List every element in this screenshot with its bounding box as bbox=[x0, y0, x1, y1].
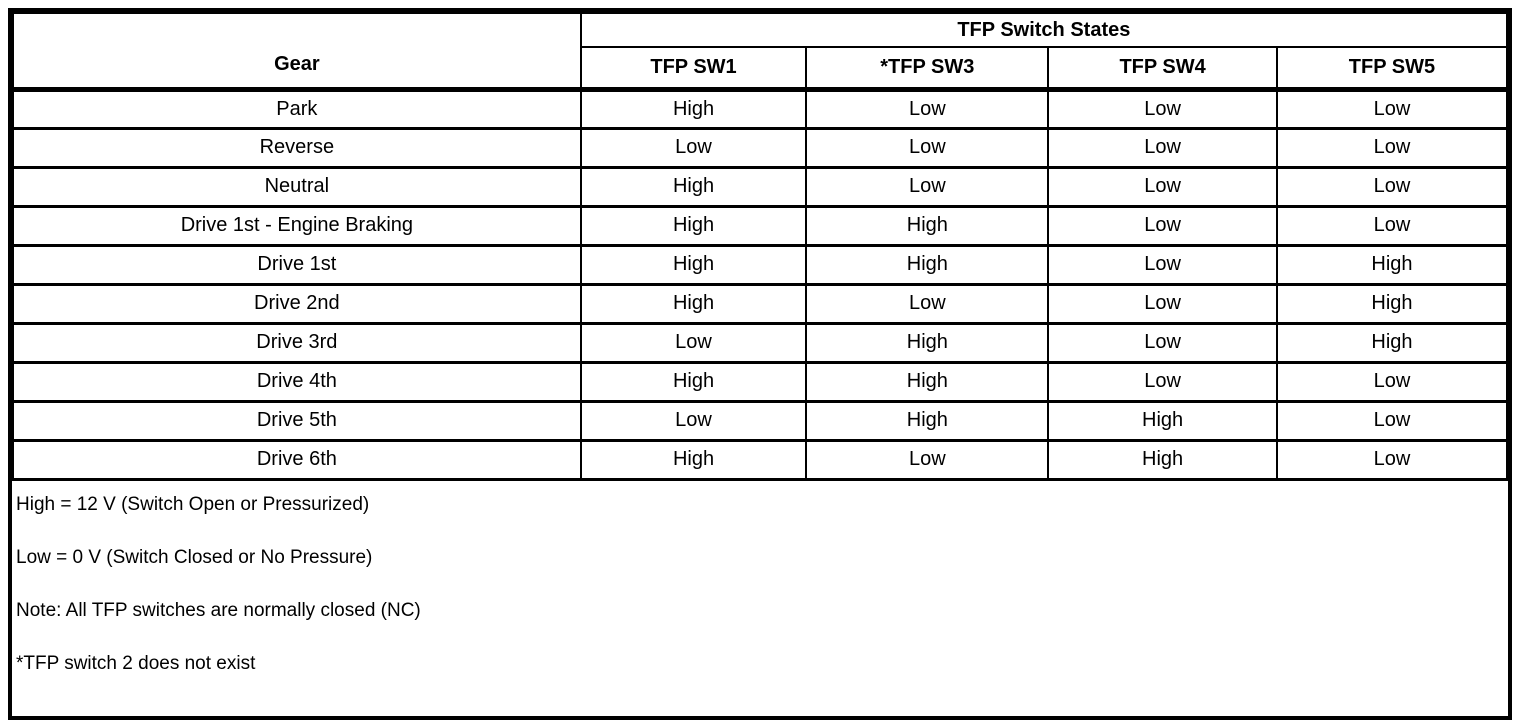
gear-cell: Park bbox=[12, 87, 582, 130]
sw3-state-cell: High bbox=[805, 399, 1050, 442]
gear-column-header: Gear bbox=[12, 12, 582, 92]
sw5-state-cell: Low bbox=[1275, 204, 1509, 247]
footnotes: High = 12 V (Switch Open or Pressurized)… bbox=[12, 481, 1508, 675]
table-row: Reverse Low Low Low Low bbox=[12, 126, 1509, 169]
sw3-state-cell: High bbox=[805, 204, 1050, 247]
table-row: Drive 1st - Engine Braking High High Low… bbox=[12, 204, 1509, 247]
sw1-state-cell: Low bbox=[579, 126, 808, 169]
sw3-state-cell: High bbox=[805, 360, 1050, 403]
sw5-state-cell: Low bbox=[1275, 360, 1509, 403]
sw5-state-cell: Low bbox=[1275, 438, 1509, 481]
table-row: Drive 1st High High Low High bbox=[12, 243, 1509, 286]
sw5-state-cell: High bbox=[1275, 243, 1509, 286]
table-row: Drive 3rd Low High Low High bbox=[12, 321, 1509, 364]
sw4-state-cell: Low bbox=[1047, 204, 1278, 247]
gear-cell: Drive 3rd bbox=[12, 321, 582, 364]
note-switch2-missing: *TFP switch 2 does not exist bbox=[16, 652, 256, 674]
sw3-state-cell: Low bbox=[805, 126, 1050, 169]
sw4-state-cell: Low bbox=[1047, 126, 1278, 169]
sw1-state-cell: High bbox=[579, 360, 808, 403]
table-row: Drive 6th High Low High Low bbox=[12, 438, 1509, 481]
sw4-state-cell: Low bbox=[1047, 87, 1278, 130]
gear-cell: Drive 1st bbox=[12, 243, 582, 286]
group-header-row: Gear TFP Switch States bbox=[12, 12, 1509, 92]
gear-cell: Drive 5th bbox=[12, 399, 582, 442]
gear-cell: Reverse bbox=[12, 126, 582, 169]
sw5-state-cell: Low bbox=[1275, 165, 1509, 208]
note-high-definition: High = 12 V (Switch Open or Pressurized) bbox=[16, 493, 370, 515]
sw4-state-cell: Low bbox=[1047, 165, 1278, 208]
sw3-state-cell: High bbox=[805, 321, 1050, 364]
sw4-state-cell: Low bbox=[1047, 282, 1278, 325]
sw3-state-cell: Low bbox=[805, 87, 1050, 130]
column-header-sw5: TFP SW5 bbox=[1275, 46, 1509, 92]
column-header-row: TFP SW1 *TFP SW3 TFP SW4 TFP SW5 bbox=[13, 46, 1509, 92]
gear-cell: Neutral bbox=[12, 165, 582, 208]
column-header-sw1: TFP SW1 bbox=[579, 46, 808, 92]
sw3-state-cell: Low bbox=[805, 165, 1050, 208]
sw4-state-cell: High bbox=[1047, 438, 1278, 481]
sw1-state-cell: Low bbox=[579, 321, 808, 364]
sw4-state-cell: Low bbox=[1047, 321, 1278, 364]
sw4-state-cell: High bbox=[1047, 399, 1278, 442]
table-row: Park High Low Low Low bbox=[12, 87, 1509, 130]
sw1-state-cell: High bbox=[579, 438, 808, 481]
note-normally-closed: Note: All TFP switches are normally clos… bbox=[16, 599, 421, 621]
sw5-state-cell: Low bbox=[1275, 126, 1509, 169]
gear-cell: Drive 4th bbox=[12, 360, 582, 403]
table-row: Drive 4th High High Low Low bbox=[12, 360, 1509, 403]
table-row: Drive 2nd High Low Low High bbox=[12, 282, 1509, 325]
group-header: TFP Switch States bbox=[579, 12, 1509, 48]
sw5-state-cell: Low bbox=[1275, 87, 1509, 130]
sw1-state-cell: High bbox=[579, 243, 808, 286]
gear-cell: Drive 1st - Engine Braking bbox=[12, 204, 582, 247]
gear-switch-table: Gear TFP Switch States TFP SW1 *TFP SW3 … bbox=[12, 12, 1509, 481]
sw3-state-cell: Low bbox=[805, 282, 1050, 325]
sw1-state-cell: High bbox=[579, 87, 808, 130]
sw1-state-cell: High bbox=[579, 204, 808, 247]
tfp-switch-states-table: Gear TFP Switch States TFP SW1 *TFP SW3 … bbox=[8, 8, 1512, 720]
sw1-state-cell: High bbox=[579, 282, 808, 325]
sw3-state-cell: Low bbox=[805, 438, 1050, 481]
sw5-state-cell: High bbox=[1275, 282, 1509, 325]
column-header-sw4: TFP SW4 bbox=[1047, 46, 1278, 92]
sw4-state-cell: Low bbox=[1047, 243, 1278, 286]
gear-cell: Drive 6th bbox=[12, 438, 582, 481]
sw5-state-cell: Low bbox=[1275, 399, 1509, 442]
table-row: Neutral High Low Low Low bbox=[12, 165, 1509, 208]
sw1-state-cell: High bbox=[579, 165, 808, 208]
sw1-state-cell: Low bbox=[579, 399, 808, 442]
column-header-sw3: *TFP SW3 bbox=[805, 46, 1050, 92]
note-low-definition: Low = 0 V (Switch Closed or No Pressure) bbox=[16, 546, 373, 568]
sw4-state-cell: Low bbox=[1047, 360, 1278, 403]
sw5-state-cell: High bbox=[1275, 321, 1509, 364]
table-row: Drive 5th Low High High Low bbox=[12, 399, 1509, 442]
gear-cell: Drive 2nd bbox=[12, 282, 582, 325]
sw3-state-cell: High bbox=[805, 243, 1050, 286]
